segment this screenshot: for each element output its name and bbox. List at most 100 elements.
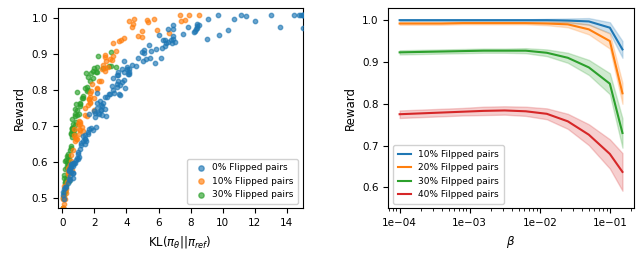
10% Flipped pairs [75,122,85,126]
Line: 40% Filpped pairs: 40% Filpped pairs [399,110,623,172]
30% Flipped pairs [67,127,77,131]
20% Filpped pairs [585,28,593,31]
0% Flipped pairs [101,114,111,118]
0% Flipped pairs [177,32,188,36]
30% Flipped pairs [74,112,84,116]
0% Flipped pairs [163,40,173,44]
0% Flipped pairs [112,85,122,89]
0% Flipped pairs [168,27,179,31]
10% Filpped pairs [606,26,614,29]
10% Flipped pairs [111,49,122,53]
10% Flipped pairs [127,25,137,29]
0% Flipped pairs [119,59,129,63]
0% Flipped pairs [108,88,118,92]
0% Flipped pairs [151,47,161,51]
10% Flipped pairs [92,86,102,90]
40% Filpped pairs [606,152,614,155]
10% Flipped pairs [128,22,138,26]
10% Flipped pairs [59,196,69,200]
0% Flipped pairs [160,38,170,42]
40% Filpped pairs [480,109,488,113]
30% Flipped pairs [70,107,81,111]
0% Flipped pairs [193,23,204,27]
10% Flipped pairs [86,82,97,86]
10% Flipped pairs [116,38,127,42]
10% Flipped pairs [76,125,86,129]
Line: 30% Filpped pairs: 30% Filpped pairs [399,51,623,133]
30% Filpped pairs [606,82,614,85]
0% Flipped pairs [84,112,95,116]
0% Flipped pairs [191,27,202,31]
0% Flipped pairs [113,70,123,74]
30% Flipped pairs [72,113,83,117]
0% Flipped pairs [90,111,100,115]
10% Filpped pairs [619,48,627,51]
10% Flipped pairs [69,127,79,131]
30% Flipped pairs [78,94,88,98]
30% Flipped pairs [89,66,99,70]
10% Flipped pairs [96,79,106,83]
30% Flipped pairs [62,160,72,164]
0% Flipped pairs [65,174,75,178]
30% Flipped pairs [68,132,79,136]
0% Flipped pairs [192,24,202,28]
20% Filpped pairs [396,22,403,25]
0% Flipped pairs [74,150,84,154]
0% Flipped pairs [113,79,123,83]
10% Flipped pairs [92,87,102,91]
0% Flipped pairs [203,17,213,21]
10% Flipped pairs [129,17,140,21]
30% Flipped pairs [72,90,82,94]
30% Flipped pairs [60,186,70,190]
20% Filpped pairs [619,92,627,95]
30% Flipped pairs [77,97,87,101]
10% Flipped pairs [83,103,93,107]
30% Flipped pairs [82,89,92,93]
0% Flipped pairs [190,29,200,33]
10% Flipped pairs [65,163,75,167]
30% Flipped pairs [70,120,81,124]
0% Flipped pairs [88,128,98,132]
10% Flipped pairs [84,97,94,101]
0% Flipped pairs [72,156,83,160]
30% Flipped pairs [61,164,72,168]
30% Flipped pairs [61,158,71,162]
30% Flipped pairs [80,86,90,90]
0% Flipped pairs [97,104,108,108]
0% Flipped pairs [100,95,110,99]
0% Flipped pairs [168,34,179,38]
0% Flipped pairs [298,25,308,29]
0% Flipped pairs [131,64,141,68]
10% Flipped pairs [71,137,81,141]
10% Flipped pairs [61,187,71,191]
0% Flipped pairs [150,61,161,66]
0% Flipped pairs [202,37,212,41]
10% Flipped pairs [108,41,118,45]
0% Flipped pairs [124,70,134,74]
30% Flipped pairs [63,162,73,166]
Line: 20% Filpped pairs: 20% Filpped pairs [399,23,623,93]
0% Flipped pairs [166,38,177,42]
10% Flipped pairs [58,184,68,188]
0% Flipped pairs [109,91,119,95]
30% Filpped pairs [438,50,445,53]
0% Flipped pairs [112,73,122,77]
40% Filpped pairs [417,112,424,115]
30% Filpped pairs [459,50,467,53]
10% Flipped pairs [143,20,154,24]
30% Filpped pairs [522,49,530,52]
10% Flipped pairs [89,96,99,100]
30% Flipped pairs [62,166,72,170]
10% Flipped pairs [64,169,74,173]
10% Flipped pairs [148,17,159,21]
0% Flipped pairs [163,27,173,31]
10% Flipped pairs [63,172,74,176]
30% Flipped pairs [74,101,84,105]
30% Flipped pairs [106,65,116,69]
30% Flipped pairs [63,160,73,164]
0% Flipped pairs [143,43,154,47]
0% Flipped pairs [94,112,104,116]
20% Filpped pairs [438,22,445,25]
0% Flipped pairs [91,125,101,129]
30% Flipped pairs [88,75,98,80]
